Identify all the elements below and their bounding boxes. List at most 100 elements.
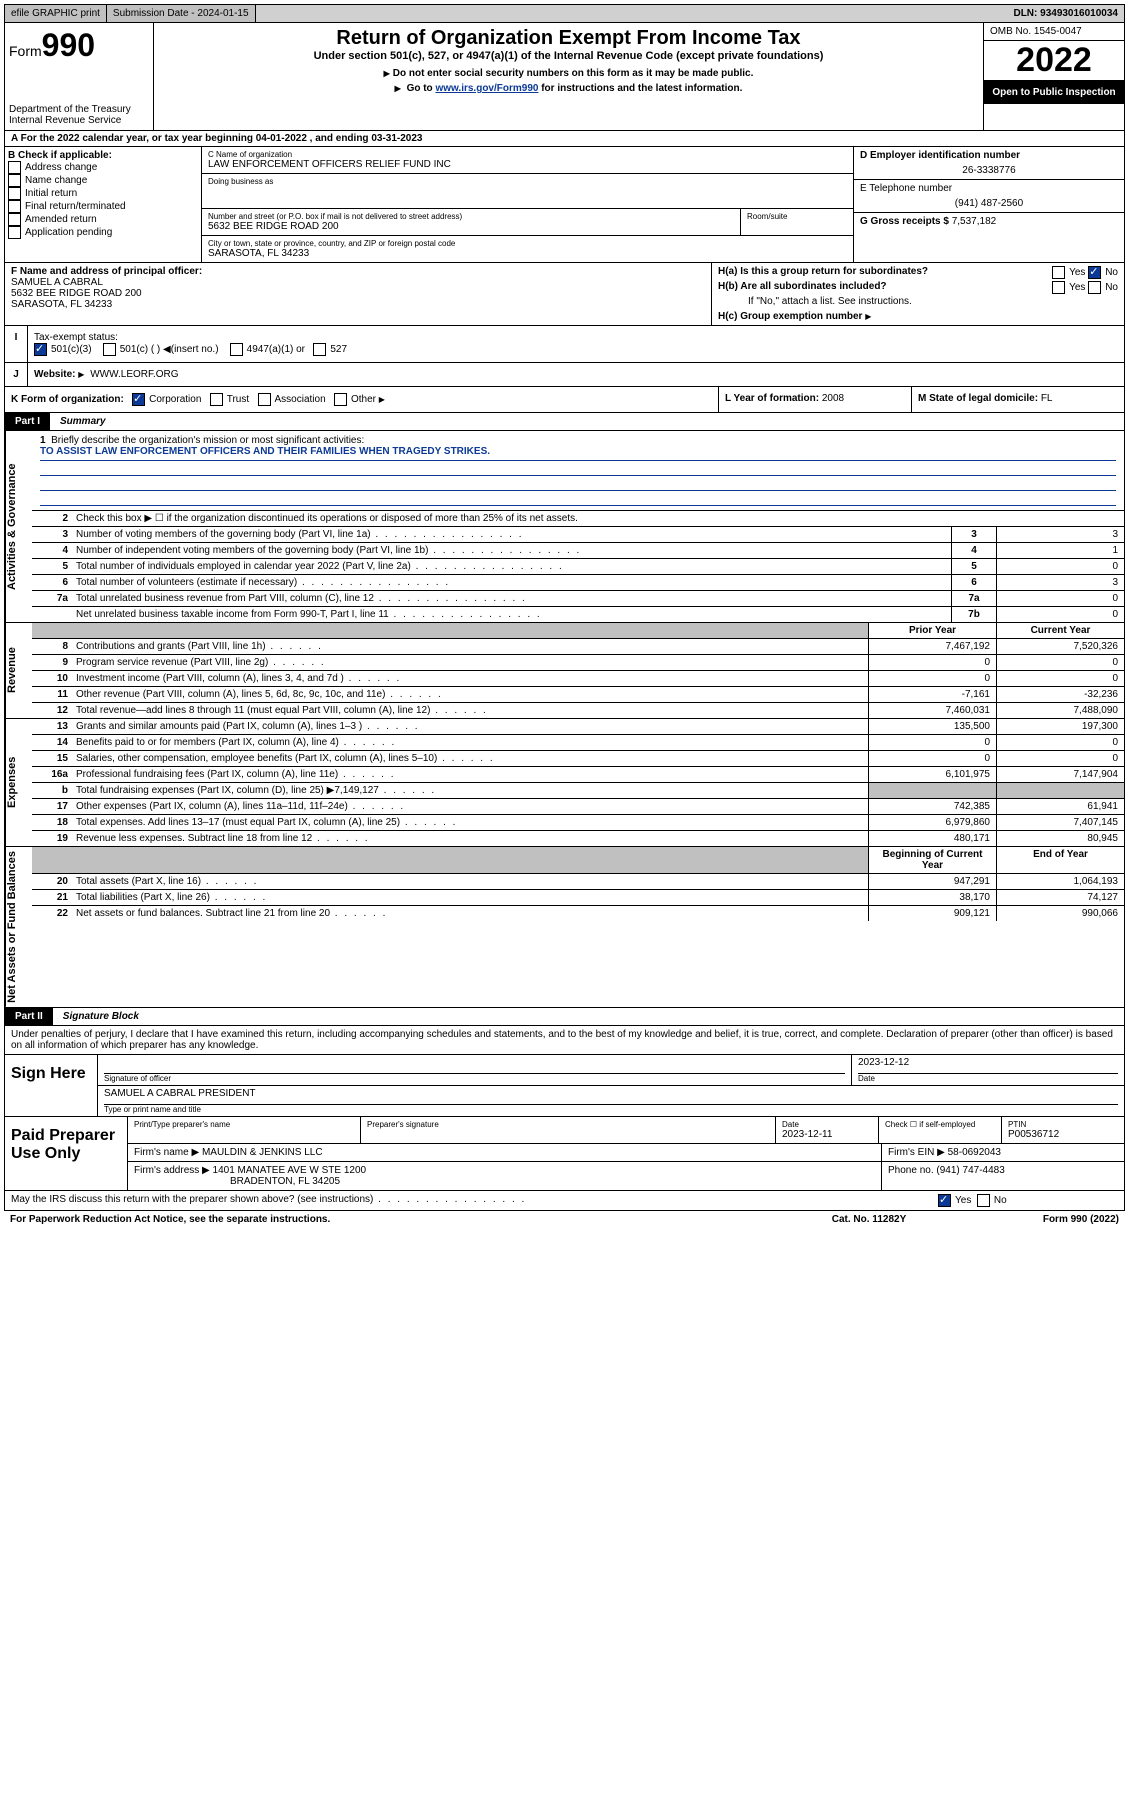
- officer-label: F Name and address of principal officer:: [11, 266, 202, 277]
- gross-value: 7,537,182: [952, 216, 997, 227]
- col-c-org-info: C Name of organization LAW ENFORCEMENT O…: [202, 147, 854, 262]
- page-footer: For Paperwork Reduction Act Notice, see …: [4, 1211, 1125, 1228]
- cb-hb-yes[interactable]: [1052, 281, 1065, 294]
- sign-here-block: Sign Here Signature of officer 2023-12-1…: [4, 1055, 1125, 1117]
- addr-label: Number and street (or P.O. box if mail i…: [208, 212, 734, 221]
- efile-print-button[interactable]: efile GRAPHIC print: [5, 5, 107, 22]
- table-row: 5Total number of individuals employed in…: [32, 559, 1124, 575]
- section-expenses: Expenses 13Grants and similar amounts pa…: [4, 719, 1125, 847]
- col-b-checkboxes: B Check if applicable: Address change Na…: [5, 147, 202, 262]
- row-klm: K Form of organization: Corporation Trus…: [4, 387, 1125, 413]
- table-row: 6Total number of volunteers (estimate if…: [32, 575, 1124, 591]
- part1-bar: Part I Summary: [4, 413, 1125, 431]
- cb-address-change[interactable]: [8, 161, 21, 174]
- irs-link[interactable]: www.irs.gov/Form990: [435, 83, 538, 94]
- cb-other[interactable]: [334, 393, 347, 406]
- vtab-activities: Activities & Governance: [5, 431, 32, 622]
- cb-ha-yes[interactable]: [1052, 266, 1065, 279]
- prep-date: 2023-12-11: [782, 1129, 832, 1140]
- sig-date-label: Date: [858, 1074, 1118, 1083]
- cb-corp[interactable]: [132, 393, 145, 406]
- cb-ha-no[interactable]: [1088, 266, 1101, 279]
- row-i: I Tax-exempt status: 501(c)(3) 501(c) ( …: [4, 326, 1125, 363]
- phone-value: (941) 487-2560: [860, 198, 1118, 209]
- table-row: 12Total revenue—add lines 8 through 11 (…: [32, 703, 1124, 718]
- cb-501c[interactable]: [103, 343, 116, 356]
- form-subtitle-1: Under section 501(c), 527, or 4947(a)(1)…: [162, 50, 975, 62]
- vtab-expenses: Expenses: [5, 719, 32, 846]
- officer-name: SAMUEL A CABRAL: [11, 277, 103, 288]
- type-label: Type or print name and title: [104, 1105, 1118, 1114]
- cb-may-no[interactable]: [977, 1194, 990, 1207]
- cb-501c3[interactable]: [34, 343, 47, 356]
- penalties-text: Under penalties of perjury, I declare th…: [4, 1026, 1125, 1055]
- may-discuss-row: May the IRS discuss this return with the…: [4, 1191, 1125, 1211]
- hb-note: If "No," attach a list. See instructions…: [718, 296, 1118, 307]
- section-netassets: Net Assets or Fund Balances Beginning of…: [4, 847, 1125, 1008]
- hc-label: H(c) Group exemption number: [718, 311, 862, 322]
- row-a-tax-year: A For the 2022 calendar year, or tax yea…: [4, 131, 1125, 147]
- table-row: 13Grants and similar amounts paid (Part …: [32, 719, 1124, 735]
- phone-label: E Telephone number: [860, 183, 1118, 194]
- tax-exempt-label: Tax-exempt status:: [34, 332, 118, 343]
- table-row: 8Contributions and grants (Part VIII, li…: [32, 639, 1124, 655]
- q2-text: Check this box ▶ ☐ if the organization d…: [72, 511, 1124, 526]
- cb-4947[interactable]: [230, 343, 243, 356]
- officer-addr2: SARASOTA, FL 34233: [11, 299, 112, 310]
- cb-app-pending[interactable]: [8, 226, 21, 239]
- year-formation: 2008: [822, 393, 844, 404]
- org-name: LAW ENFORCEMENT OFFICERS RELIEF FUND INC: [208, 159, 847, 170]
- ein-label: D Employer identification number: [860, 150, 1118, 161]
- table-row: 11Other revenue (Part VIII, column (A), …: [32, 687, 1124, 703]
- officer-addr1: 5632 BEE RIDGE ROAD 200: [11, 288, 142, 299]
- cb-trust[interactable]: [210, 393, 223, 406]
- tax-year: 2022: [984, 41, 1124, 81]
- section-activities: Activities & Governance 1 Briefly descri…: [4, 431, 1125, 623]
- paid-preparer-block: Paid Preparer Use Only Print/Type prepar…: [4, 1117, 1125, 1191]
- form-title: Return of Organization Exempt From Incom…: [162, 27, 975, 50]
- ptin-value: P00536712: [1008, 1129, 1059, 1140]
- website-value: WWW.LEORF.ORG: [90, 369, 178, 380]
- table-row: 4Number of independent voting members of…: [32, 543, 1124, 559]
- part2-bar: Part II Signature Block: [4, 1008, 1125, 1026]
- dept-label: Department of the Treasury Internal Reve…: [9, 104, 149, 126]
- room-label: Room/suite: [747, 212, 847, 221]
- block-fh: F Name and address of principal officer:…: [4, 263, 1125, 326]
- cb-amended[interactable]: [8, 213, 21, 226]
- vtab-revenue: Revenue: [5, 623, 32, 718]
- sig-date: 2023-12-12: [858, 1057, 1118, 1074]
- top-toolbar: efile GRAPHIC print Submission Date - 20…: [4, 4, 1125, 23]
- form-subtitle-2: Do not enter social security numbers on …: [162, 68, 975, 79]
- cb-may-yes[interactable]: [938, 1194, 951, 1207]
- firm-name: MAULDIN & JENKINS LLC: [202, 1147, 323, 1158]
- row-j: J Website: WWW.LEORF.ORG: [4, 363, 1125, 387]
- mission-text: TO ASSIST LAW ENFORCEMENT OFFICERS AND T…: [40, 446, 1116, 461]
- firm-ein: 58-0692043: [948, 1147, 1001, 1158]
- firm-addr2: BRADENTON, FL 34205: [134, 1176, 340, 1187]
- dba-label: Doing business as: [208, 177, 847, 186]
- table-row: 20Total assets (Part X, line 16)947,2911…: [32, 874, 1124, 890]
- org-city: SARASOTA, FL 34233: [208, 248, 847, 259]
- table-row: 3Number of voting members of the governi…: [32, 527, 1124, 543]
- submission-date-button[interactable]: Submission Date - 2024-01-15: [107, 5, 256, 22]
- gross-label: G Gross receipts $: [860, 216, 949, 227]
- table-row: 7aTotal unrelated business revenue from …: [32, 591, 1124, 607]
- section-revenue: Revenue Prior YearCurrent Year 8Contribu…: [4, 623, 1125, 719]
- cb-hb-no[interactable]: [1088, 281, 1101, 294]
- cb-name-change[interactable]: [8, 174, 21, 187]
- table-row: bTotal fundraising expenses (Part IX, co…: [32, 783, 1124, 799]
- table-row: 18Total expenses. Add lines 13–17 (must …: [32, 815, 1124, 831]
- table-row: 19Revenue less expenses. Subtract line 1…: [32, 831, 1124, 846]
- table-row: 15Salaries, other compensation, employee…: [32, 751, 1124, 767]
- firm-addr1: 1401 MANATEE AVE W STE 1200: [213, 1165, 367, 1176]
- cb-527[interactable]: [313, 343, 326, 356]
- form-subtitle-3: Go to www.irs.gov/Form990 for instructio…: [162, 83, 975, 94]
- table-row: 21Total liabilities (Part X, line 26)38,…: [32, 890, 1124, 906]
- cb-initial-return[interactable]: [8, 187, 21, 200]
- ein-value: 26-3338776: [860, 165, 1118, 176]
- cb-assoc[interactable]: [258, 393, 271, 406]
- block-bcd: B Check if applicable: Address change Na…: [4, 147, 1125, 263]
- cb-final-return[interactable]: [8, 200, 21, 213]
- website-label: Website:: [34, 369, 76, 380]
- ha-label: H(a) Is this a group return for subordin…: [718, 266, 928, 277]
